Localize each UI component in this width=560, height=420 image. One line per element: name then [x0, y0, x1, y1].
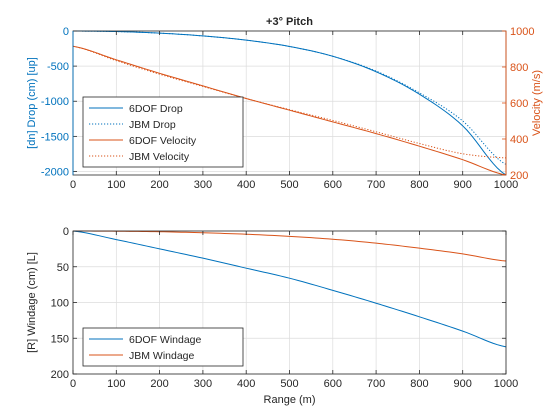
- x-tick-label: 700: [367, 378, 385, 390]
- y-tick-label: 200: [51, 369, 69, 381]
- x-tick-label: 1000: [494, 179, 518, 191]
- legend-entry: JBM Drop: [129, 119, 176, 131]
- y-tick-label: -500: [47, 61, 69, 73]
- x-tick-label: 300: [194, 179, 212, 191]
- top-chart: 0 100 200 300 400 500 600 700 800 900 1000 0 -500 -10…: [26, 16, 543, 191]
- y-axis-label: [R] Windage (cm) [L]: [26, 252, 38, 353]
- series-line-jbm-windage: [72, 230, 507, 262]
- y-tick-label: 0: [63, 226, 69, 238]
- legend-entry: 6DOF Windage: [129, 334, 202, 346]
- series-line-jbm-velocity: [72, 45, 507, 159]
- x-tick-label: 200: [150, 179, 168, 191]
- legend-entry: JBM Velocity: [129, 151, 190, 163]
- y-tick-label: 150: [51, 333, 69, 345]
- x-tick-label: 400: [237, 179, 255, 191]
- x-tick-label: 500: [280, 378, 298, 390]
- y-right-tick-label: 200: [510, 170, 528, 182]
- x-tick-label: 600: [324, 179, 342, 191]
- x-tick-label: 100: [107, 179, 125, 191]
- x-tick-label: 0: [70, 179, 76, 191]
- x-tick-label: 800: [410, 378, 428, 390]
- x-tick-label: 900: [454, 378, 472, 390]
- y-right-tick-label: 600: [510, 98, 528, 110]
- legend-box: [82, 327, 244, 367]
- x-tick-label: 200: [150, 378, 168, 390]
- series-line-jbm-drop: [72, 30, 507, 165]
- x-tick-label: 400: [237, 378, 255, 390]
- y-axis-label-right: Velocity (m/s): [531, 70, 543, 136]
- y-tick-label: 0: [63, 26, 69, 38]
- x-tick-label: 300: [194, 378, 212, 390]
- x-tick-label: 700: [367, 179, 385, 191]
- legend-entry: JBM Windage: [129, 350, 195, 362]
- x-tick-label: 900: [454, 179, 472, 191]
- y-tick-label: 50: [57, 262, 69, 274]
- y-right-tick-label: 800: [510, 62, 528, 74]
- y-tick-label: 100: [51, 298, 69, 310]
- legend: 6DOF Drop JBM Drop 6DOF Velocity JBM Veloci…: [82, 96, 244, 168]
- x-tick-label: 0: [70, 378, 76, 390]
- legend-entry: 6DOF Velocity: [129, 135, 197, 147]
- legend-box: [82, 96, 244, 168]
- legend-entry: 6DOF Drop: [129, 103, 183, 115]
- legend: 6DOF Windage JBM Windage: [82, 327, 244, 367]
- bottom-chart: 0 100 200 300 400 500 600 700 800 900 1000 0 50 100 15…: [26, 226, 518, 406]
- y-tick-label: -1500: [41, 131, 69, 143]
- chart-title: +3° Pitch: [266, 16, 313, 28]
- x-tick-label: 100: [107, 378, 125, 390]
- x-tick-label: 500: [280, 179, 298, 191]
- series-line-6dof-windage: [72, 230, 507, 348]
- x-tick-label: 1000: [494, 378, 518, 390]
- y-right-tick-label: 400: [510, 134, 528, 146]
- y-right-tick-label: 1000: [510, 26, 534, 38]
- series-line-6dof-velocity: [72, 45, 507, 176]
- y-tick-label: -1000: [41, 96, 69, 108]
- y-axis-label: [dn] Drop (cm) [up]: [26, 57, 38, 149]
- x-axis-label: Range (m): [264, 394, 316, 406]
- x-tick-label: 800: [410, 179, 428, 191]
- y-tick-label: -2000: [41, 166, 69, 178]
- x-tick-label: 600: [324, 378, 342, 390]
